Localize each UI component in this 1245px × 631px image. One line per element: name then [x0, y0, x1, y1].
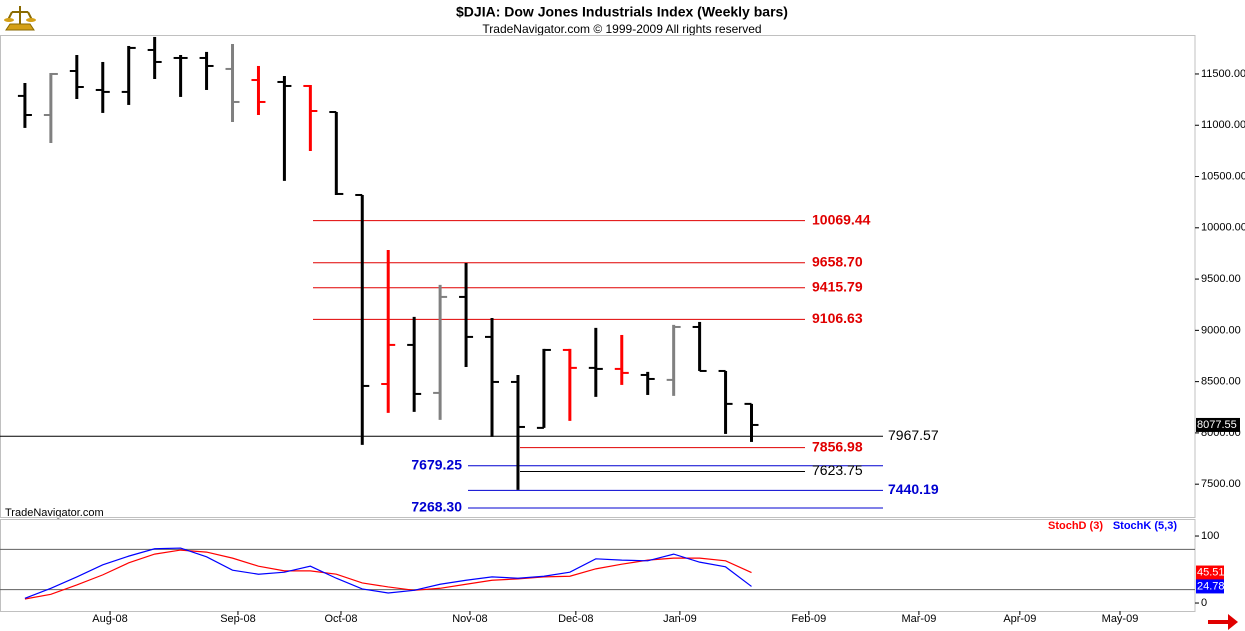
x-tick-label: May-09 [1102, 613, 1139, 625]
last-value-box [1196, 579, 1224, 594]
x-tick-label: Sep-08 [220, 613, 255, 625]
chart-title: $DJIA: Dow Jones Industrials Index (Week… [456, 4, 788, 20]
level-label: 9658.70 [812, 254, 863, 270]
last-price-box [1196, 417, 1240, 432]
y-tick-label: 10500.00 [1201, 170, 1245, 182]
stoch-frame [0, 519, 1196, 612]
x-tick-label: Aug-08 [92, 613, 127, 625]
y-tick-label: 9000.00 [1201, 324, 1241, 336]
level-label: 7679.25 [411, 457, 462, 473]
main-frame [0, 35, 1196, 518]
level-label: 7856.98 [812, 438, 863, 454]
watermark: TradeNavigator.com [5, 507, 104, 519]
y-tick-label: 9500.00 [1201, 273, 1241, 285]
last-value-label: 24.78 [1197, 580, 1225, 592]
last-value-box [1196, 565, 1224, 580]
y-tick-label: 100 [1201, 530, 1219, 542]
x-tick-label: Dec-08 [558, 613, 593, 625]
y-tick-label: 11000.00 [1201, 119, 1245, 131]
x-tick-label: Apr-09 [1003, 613, 1036, 625]
level-label: 7967.57 [888, 427, 939, 443]
y-tick-label: 0 [1201, 597, 1207, 609]
y-tick-label: 8500.00 [1201, 376, 1241, 388]
chart-subtitle: TradeNavigator.com © 1999-2009 All right… [482, 22, 761, 36]
y-tick-label: 7500.00 [1201, 478, 1241, 490]
level-label: 9415.79 [812, 278, 863, 294]
level-label: 7623.75 [812, 462, 863, 478]
x-tick-label: Feb-09 [791, 613, 826, 625]
level-label: 7440.19 [888, 481, 939, 497]
x-tick-label: Mar-09 [901, 613, 936, 625]
last-value-label: 45.51 [1197, 566, 1225, 578]
y-tick-label: 11500.00 [1201, 68, 1245, 80]
logo [4, 6, 36, 31]
level-label: 9106.63 [812, 310, 863, 326]
x-tick-label: Jan-09 [663, 613, 697, 625]
stoch-line [24, 549, 752, 600]
x-tick-label: Nov-08 [452, 613, 487, 625]
level-label: 7268.30 [411, 499, 462, 515]
x-tick-label: Oct-08 [324, 613, 357, 625]
scroll-arrow[interactable] [1208, 614, 1238, 630]
legend-entry: StochD (3) [1048, 520, 1103, 532]
stoch-line [24, 547, 752, 599]
y-tick-label: 10000.00 [1201, 222, 1245, 234]
level-label: 10069.44 [812, 211, 871, 227]
last-price-label: 8077.55 [1197, 419, 1237, 431]
legend-entry: StochK (5,3) [1113, 520, 1178, 532]
